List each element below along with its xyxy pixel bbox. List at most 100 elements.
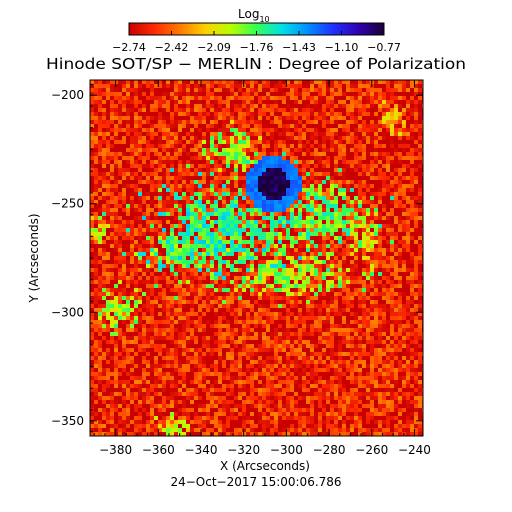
heatmap-cell — [270, 160, 274, 164]
heatmap-cell — [218, 108, 222, 112]
heatmap-cell — [174, 312, 178, 316]
heatmap-cell — [278, 300, 282, 304]
heatmap-cell — [298, 292, 302, 296]
heatmap-cell — [122, 184, 126, 188]
heatmap-cell — [250, 248, 254, 252]
heatmap-cell — [378, 312, 382, 316]
heatmap-cell — [258, 304, 262, 308]
heatmap-cell — [406, 148, 410, 152]
heatmap-cell — [206, 304, 210, 308]
heatmap-cell — [350, 140, 354, 144]
heatmap-cell — [398, 132, 402, 136]
heatmap-cell — [114, 200, 118, 204]
heatmap-cell — [346, 148, 350, 152]
heatmap-cell — [238, 108, 242, 112]
heatmap-cell — [194, 216, 198, 220]
heatmap-cell — [374, 156, 378, 160]
heatmap-cell — [146, 260, 150, 264]
heatmap-cell — [114, 108, 118, 112]
heatmap-cell — [322, 312, 326, 316]
heatmap-cell — [358, 128, 362, 132]
heatmap-cell — [194, 176, 198, 180]
heatmap-cell — [258, 84, 262, 88]
heatmap-cell — [114, 168, 118, 172]
heatmap-cell — [162, 280, 166, 284]
heatmap-cell — [158, 120, 162, 124]
heatmap-cell — [234, 92, 238, 96]
heatmap-cell — [338, 204, 342, 208]
heatmap-cell — [154, 160, 158, 164]
heatmap-cell — [334, 312, 338, 316]
heatmap-cell — [154, 80, 158, 84]
heatmap-cell — [294, 308, 298, 312]
heatmap-cell — [202, 196, 206, 200]
heatmap-cell — [290, 300, 294, 304]
heatmap-cell — [394, 212, 398, 216]
heatmap-cell — [402, 312, 406, 316]
heatmap-cell — [238, 224, 242, 228]
heatmap-cell — [354, 164, 358, 168]
heatmap-cell — [194, 212, 198, 216]
heatmap-cell — [258, 292, 262, 296]
heatmap-cell — [158, 160, 162, 164]
heatmap-cell — [234, 268, 238, 272]
heatmap-cell — [222, 176, 226, 180]
heatmap-cell — [250, 108, 254, 112]
heatmap-cell — [106, 256, 110, 260]
heatmap-cell — [346, 156, 350, 160]
heatmap-cell — [146, 132, 150, 136]
heatmap-cell — [114, 196, 118, 200]
heatmap-cell — [198, 180, 202, 184]
heatmap-cell — [354, 132, 358, 136]
heatmap-cell — [174, 232, 178, 236]
heatmap-cell — [390, 160, 394, 164]
heatmap-cell — [274, 172, 278, 176]
heatmap-cell — [258, 296, 262, 300]
heatmap-cell — [230, 312, 234, 316]
heatmap-cell — [302, 296, 306, 300]
heatmap-cell — [234, 212, 238, 216]
heatmap-cell — [110, 288, 114, 292]
heatmap-cell — [170, 192, 174, 196]
heatmap-cell — [366, 96, 370, 100]
heatmap-cell — [142, 216, 146, 220]
heatmap-cell — [230, 256, 234, 260]
heatmap-cell — [382, 180, 386, 184]
heatmap-cell — [394, 192, 398, 196]
heatmap-cell — [178, 208, 182, 212]
heatmap-cell — [106, 140, 110, 144]
heatmap-cell — [394, 284, 398, 288]
heatmap-cell — [110, 264, 114, 268]
heatmap-cell — [298, 268, 302, 272]
heatmap-cell — [94, 116, 98, 120]
heatmap-cell — [226, 208, 230, 212]
heatmap-cell — [290, 200, 294, 204]
heatmap-cell — [170, 160, 174, 164]
heatmap-cell — [238, 308, 242, 312]
heatmap-cell — [122, 204, 126, 208]
heatmap-cell — [394, 280, 398, 284]
heatmap-cell — [190, 172, 194, 176]
heatmap-cell — [126, 312, 130, 316]
heatmap-cell — [286, 304, 290, 308]
heatmap-cell — [154, 168, 158, 172]
heatmap-cell — [306, 224, 310, 228]
heatmap-cell — [294, 144, 298, 148]
heatmap-cell — [302, 152, 306, 156]
heatmap-cell — [230, 192, 234, 196]
heatmap-cell — [202, 252, 206, 256]
heatmap-cell — [318, 236, 322, 240]
heatmap-cell — [402, 84, 406, 88]
heatmap-cell — [318, 116, 322, 120]
heatmap-cell — [162, 180, 166, 184]
heatmap-cell — [222, 156, 226, 160]
heatmap-cell — [330, 168, 334, 172]
heatmap-cell — [250, 212, 254, 216]
heatmap-cell — [302, 188, 306, 192]
heatmap-cell — [398, 168, 402, 172]
heatmap-cell — [106, 304, 110, 308]
heatmap-cell — [226, 192, 230, 196]
heatmap-cell — [322, 224, 326, 228]
heatmap-cell — [286, 192, 290, 196]
heatmap-cell — [226, 84, 230, 88]
